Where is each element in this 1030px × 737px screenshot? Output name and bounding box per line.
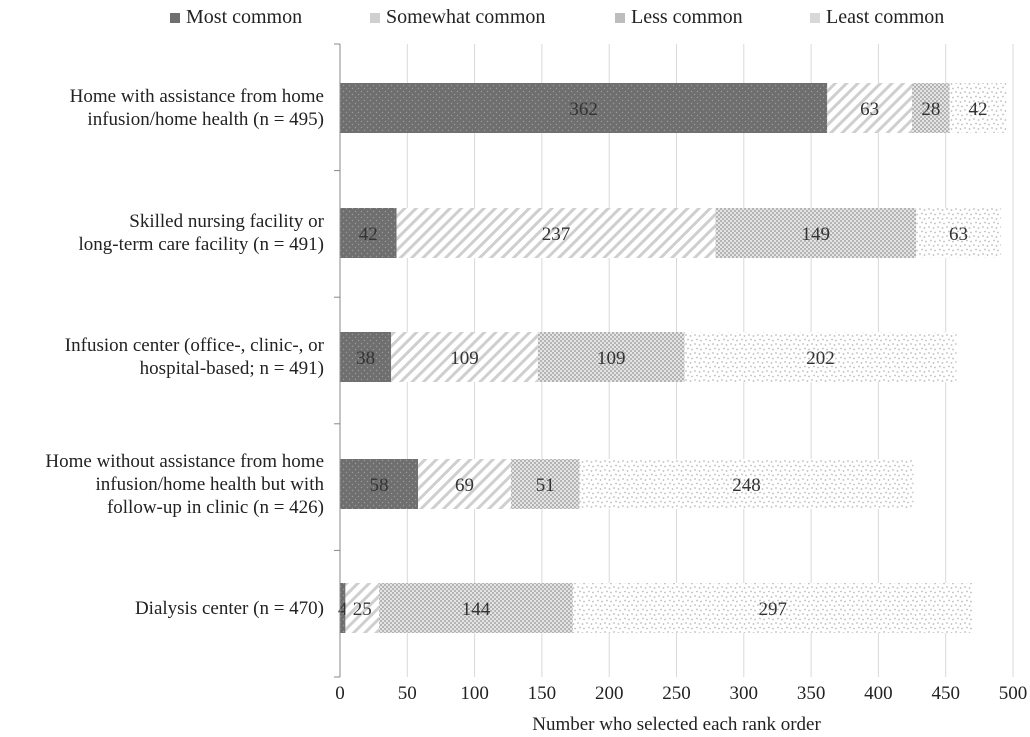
data-label: 63 bbox=[949, 224, 968, 245]
data-label: 58 bbox=[370, 475, 389, 496]
x-tick-label: 500 bbox=[999, 683, 1028, 704]
data-label: 25 bbox=[353, 599, 372, 620]
legend-item: Least common bbox=[810, 6, 944, 29]
bar-segment bbox=[916, 208, 1001, 258]
x-tick-label: 200 bbox=[595, 683, 624, 704]
legend: Most common Somewhat common Less common Lea… bbox=[170, 6, 970, 30]
data-label: 51 bbox=[536, 475, 555, 496]
data-label: 42 bbox=[359, 224, 378, 245]
bar-segment bbox=[340, 208, 397, 258]
bar-segment bbox=[345, 583, 380, 633]
data-label: 38 bbox=[356, 348, 375, 369]
bar-segment bbox=[579, 459, 914, 509]
legend-swatch bbox=[810, 12, 820, 23]
x-tick-label: 350 bbox=[797, 683, 826, 704]
data-label: 4 bbox=[338, 599, 348, 620]
data-label: 149 bbox=[802, 224, 831, 245]
category-label: Home without assistance from home infusi… bbox=[45, 450, 324, 518]
bar-segment bbox=[379, 583, 573, 633]
x-tick-label: 250 bbox=[662, 683, 691, 704]
legend-label: Somewhat common bbox=[386, 6, 546, 28]
bar-segment bbox=[340, 459, 419, 509]
bar-segment bbox=[396, 208, 716, 258]
data-label: 297 bbox=[758, 599, 787, 620]
x-tick-label: 300 bbox=[730, 683, 759, 704]
legend-label: Least common bbox=[826, 6, 945, 28]
x-tick-label: 400 bbox=[864, 683, 893, 704]
x-tick-label: 0 bbox=[335, 683, 345, 704]
category-label: Skilled nursing facility or long-term ca… bbox=[78, 211, 324, 255]
x-tick-label: 50 bbox=[398, 683, 417, 704]
data-label: 248 bbox=[732, 475, 761, 496]
data-label: 69 bbox=[455, 475, 474, 496]
x-tick-label: 100 bbox=[460, 683, 489, 704]
data-label: 109 bbox=[450, 348, 479, 369]
bar-segment bbox=[340, 332, 392, 382]
legend-item: Somewhat common bbox=[370, 6, 545, 29]
data-label: 202 bbox=[806, 348, 835, 369]
data-label: 237 bbox=[542, 224, 571, 245]
bar-segment bbox=[684, 332, 957, 382]
bar-segment bbox=[537, 332, 685, 382]
bar-segment bbox=[715, 208, 917, 258]
x-axis-label: Number who selected each rank order bbox=[532, 714, 821, 735]
legend-label: Most common bbox=[186, 6, 303, 28]
x-tick-label: 450 bbox=[931, 683, 960, 704]
legend-swatch bbox=[370, 12, 380, 23]
bar-segment bbox=[418, 459, 511, 509]
data-label: 362 bbox=[569, 99, 598, 120]
bar-segment bbox=[340, 83, 828, 133]
category-label: Infusion center (office-, clinic-, or ho… bbox=[64, 335, 324, 379]
bar-segment bbox=[912, 83, 950, 133]
legend-item: Less common bbox=[615, 6, 743, 29]
bar-segment bbox=[827, 83, 913, 133]
bar-segment bbox=[572, 583, 973, 633]
legend-label: Less common bbox=[631, 6, 743, 28]
legend-swatch bbox=[615, 12, 625, 23]
legend-item: Most common bbox=[170, 6, 302, 29]
data-label: 63 bbox=[860, 99, 879, 120]
bar-segment bbox=[949, 83, 1007, 133]
category-label: Home with assistance from home infusion/… bbox=[69, 86, 324, 130]
data-label: 28 bbox=[921, 99, 940, 120]
data-label: 42 bbox=[969, 99, 988, 120]
bar-segment bbox=[340, 583, 346, 633]
bar-segment bbox=[510, 459, 580, 509]
data-label: 109 bbox=[597, 348, 626, 369]
bar-segment bbox=[391, 332, 538, 382]
legend-swatch bbox=[170, 12, 180, 23]
x-tick-label: 150 bbox=[528, 683, 557, 704]
category-label: Dialysis center (n = 470) bbox=[134, 597, 324, 619]
data-label: 144 bbox=[462, 599, 491, 620]
